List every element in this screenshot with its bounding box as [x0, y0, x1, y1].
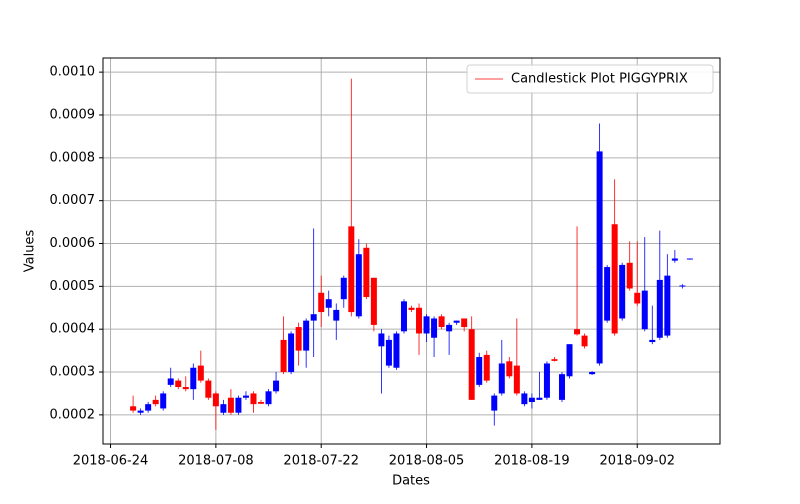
candle-body [619, 264, 626, 319]
candle-body [543, 363, 550, 398]
candle-body [400, 301, 407, 332]
candle-body [611, 224, 618, 334]
candle-body [581, 335, 588, 347]
x-tick-label: 2018-08-05 [389, 454, 465, 469]
candle-body [498, 363, 505, 394]
y-axis-label: Values [23, 230, 38, 273]
candle-body [589, 372, 596, 375]
candle-body [220, 404, 227, 413]
candle-body [521, 393, 528, 405]
candle-body [393, 333, 400, 368]
candle-body [303, 320, 310, 351]
candle-body [318, 292, 325, 313]
candle-body [679, 285, 686, 287]
candle-body [604, 267, 611, 321]
candle-body [476, 357, 483, 385]
candle-body [333, 309, 340, 321]
candle-body [596, 151, 603, 364]
legend-box [466, 64, 714, 94]
candle-body [197, 365, 204, 381]
x-tick-label: 2018-07-08 [178, 454, 254, 469]
candle-body [664, 275, 671, 336]
candle-body [656, 279, 663, 338]
candle-body [438, 316, 445, 328]
candle-body [574, 329, 581, 335]
legend-label: Candlestick Plot PIGGYPRIX [511, 72, 688, 87]
candle-body [528, 397, 535, 403]
plot-frame [102, 57, 721, 445]
candle-body [671, 258, 678, 261]
candle-body [227, 397, 234, 413]
candle-body [483, 354, 490, 381]
y-tick-label: 0.0009 [50, 107, 96, 122]
y-tick-label: 0.0006 [50, 236, 96, 251]
y-tick-label: 0.0010 [50, 65, 96, 80]
candle-body [513, 365, 520, 394]
candle-body [468, 329, 475, 400]
candle-body [295, 327, 302, 351]
x-tick-label: 2018-08-19 [494, 454, 570, 469]
candle-body [558, 374, 565, 400]
candle-body [265, 391, 272, 405]
candle-body [423, 316, 430, 334]
candle-body [160, 393, 167, 409]
candle-body [385, 339, 392, 366]
y-tick-label: 0.0003 [50, 365, 96, 380]
candle-body [634, 292, 641, 304]
candle-body [258, 402, 265, 404]
candle-body [340, 277, 347, 300]
candle-body [536, 397, 543, 400]
candle-body [491, 395, 498, 411]
candle-body [167, 378, 174, 385]
candle-body [205, 380, 212, 398]
candle-body [182, 387, 189, 390]
x-tick-label: 2018-09-02 [599, 454, 675, 469]
candle-body [235, 397, 242, 413]
candle-body [363, 247, 370, 298]
candle-body [355, 254, 362, 317]
y-tick-label: 0.0004 [50, 322, 96, 337]
candle-body [626, 262, 633, 289]
x-axis-label: Dates [392, 474, 430, 489]
candle-body [130, 406, 137, 411]
candle-body [641, 290, 648, 330]
candle-body [416, 307, 423, 334]
y-tick-label: 0.0002 [50, 407, 96, 422]
candle-body [408, 307, 415, 310]
y-tick-label: 0.0008 [50, 150, 96, 165]
candle-body [190, 367, 197, 390]
candle-body [288, 333, 295, 373]
candle-body [325, 299, 332, 308]
candle-body [551, 359, 558, 361]
candle-body [250, 393, 257, 405]
candle-body [137, 410, 144, 413]
candle-body [453, 320, 460, 323]
candle-body [370, 277, 377, 325]
candle-body [566, 344, 573, 377]
candle-body [273, 380, 280, 392]
candle-body [649, 339, 656, 343]
y-tick-label: 0.0005 [50, 279, 96, 294]
candle-body [310, 314, 317, 321]
x-tick-label: 2018-06-24 [73, 454, 149, 469]
candle-body [686, 258, 693, 260]
candle-body [431, 318, 438, 338]
y-tick-label: 0.0007 [50, 193, 96, 208]
candle-body [461, 318, 468, 328]
candle-body [280, 339, 287, 373]
candle-body [506, 361, 513, 377]
candle-body [152, 399, 159, 405]
candle-body [212, 393, 219, 407]
candle-body [378, 333, 385, 347]
candle-body [348, 226, 355, 313]
candle-body [242, 395, 249, 398]
x-tick-label: 2018-07-22 [283, 454, 359, 469]
candle-body [145, 404, 152, 411]
candle-body [175, 380, 182, 388]
candle-body [446, 324, 453, 332]
